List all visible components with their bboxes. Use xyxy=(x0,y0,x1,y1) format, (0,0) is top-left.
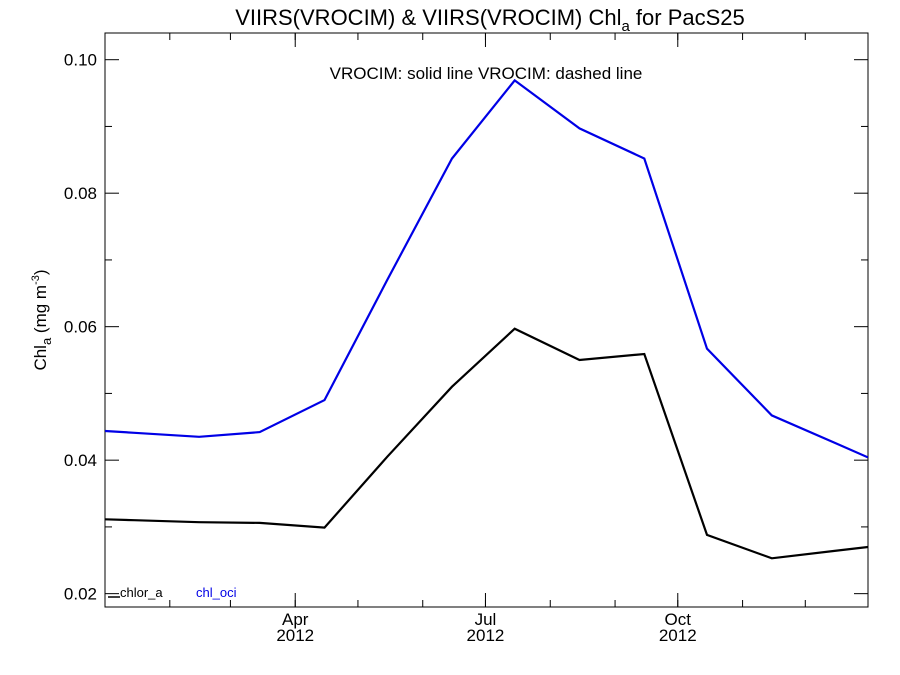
series-line-chlor-a xyxy=(105,327,868,560)
legend-label-chl-oci: chl_oci xyxy=(196,585,237,600)
y-tick-labels: 0.02 0.04 0.06 0.08 0.10 xyxy=(64,51,97,604)
line-style-annotation: VROCIM: solid line VROCIM: dashed line xyxy=(330,64,643,83)
series-line-chl-oci xyxy=(105,78,868,459)
x-tick-label-year: 2012 xyxy=(659,626,697,645)
y-tick-label: 0.02 xyxy=(64,585,97,604)
series-lines xyxy=(105,78,868,560)
legend: chlor_a chl_oci xyxy=(108,585,237,600)
legend-label-chlor-a: chlor_a xyxy=(120,585,163,600)
y-axis-label: Chla (mg m-3) xyxy=(30,269,54,370)
x-tick-label-month: Oct xyxy=(665,610,692,629)
x-tick-label-month: Jul xyxy=(475,610,497,629)
x-tick-label-year: 2012 xyxy=(467,626,505,645)
axis-ticks xyxy=(105,33,868,607)
x-tick-label-year: 2012 xyxy=(276,626,314,645)
y-tick-label: 0.04 xyxy=(64,451,97,470)
chart-title: VIIRS(VROCIM) & VIIRS(VROCIM) Chla for P… xyxy=(235,5,745,35)
y-tick-label: 0.06 xyxy=(64,318,97,337)
plot-frame xyxy=(104,32,869,608)
y-tick-label: 0.10 xyxy=(64,51,97,70)
y-tick-label: 0.08 xyxy=(64,184,97,203)
x-tick-label-month: Apr xyxy=(282,610,309,629)
